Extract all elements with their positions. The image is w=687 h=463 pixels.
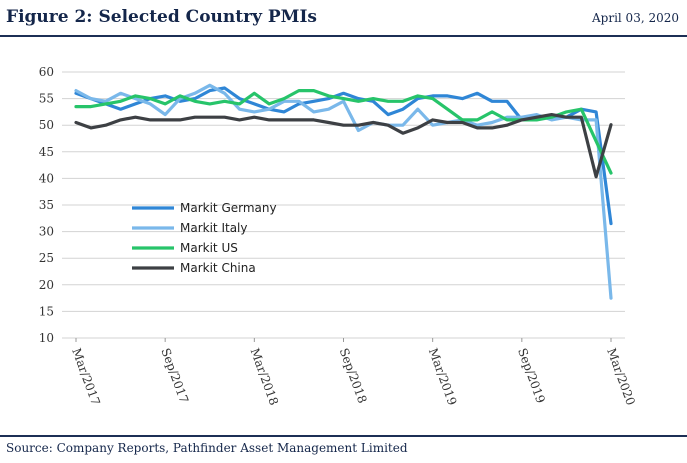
series-line-italy — [74, 83, 613, 300]
legend-label-italy: Markit Italy — [180, 221, 247, 235]
y-tick-label: 20 — [39, 278, 54, 292]
series-line-china — [74, 112, 613, 179]
y-tick-label: 10 — [39, 331, 54, 345]
x-tick-label: Sep/2019 — [515, 346, 548, 405]
x-tick-label: Mar/2018 — [248, 346, 282, 407]
figure-title: Figure 2: Selected Country PMIs — [6, 7, 317, 27]
legend-label-us: Markit US — [180, 241, 238, 255]
source-note: Source: Company Reports, Pathfinder Asse… — [6, 441, 408, 455]
y-tick-label: 60 — [39, 65, 54, 79]
y-tick-label: 15 — [39, 304, 54, 318]
y-tick-label: 55 — [39, 92, 54, 106]
y-tick-label: 25 — [39, 251, 54, 265]
x-tick-label: Sep/2018 — [337, 346, 370, 405]
x-tick-label: Sep/2017 — [158, 346, 191, 405]
y-tick-label: 50 — [39, 118, 54, 132]
x-tick-label: Mar/2019 — [426, 346, 460, 407]
y-tick-label: 30 — [39, 225, 54, 239]
legend-label-germany: Markit Germany — [180, 201, 277, 215]
pmi-line-chart: 10 15 20 25 30 35 40 45 50 55 60 Mar/2017 Sep/2017 Ma… — [39, 65, 638, 407]
y-tick-label: 45 — [39, 145, 54, 159]
bottom-rule — [0, 435, 687, 437]
legend-label-china: Markit China — [180, 261, 256, 275]
y-tick-label: 35 — [39, 198, 54, 212]
figure-date: April 03, 2020 — [591, 11, 679, 25]
top-rule — [0, 35, 687, 37]
x-tick-label: Mar/2020 — [604, 346, 638, 407]
chart-header: Figure 2: Selected Country PMIs April 03… — [0, 0, 687, 36]
y-tick-label: 40 — [39, 171, 54, 185]
x-tick-label: Mar/2017 — [69, 346, 103, 407]
